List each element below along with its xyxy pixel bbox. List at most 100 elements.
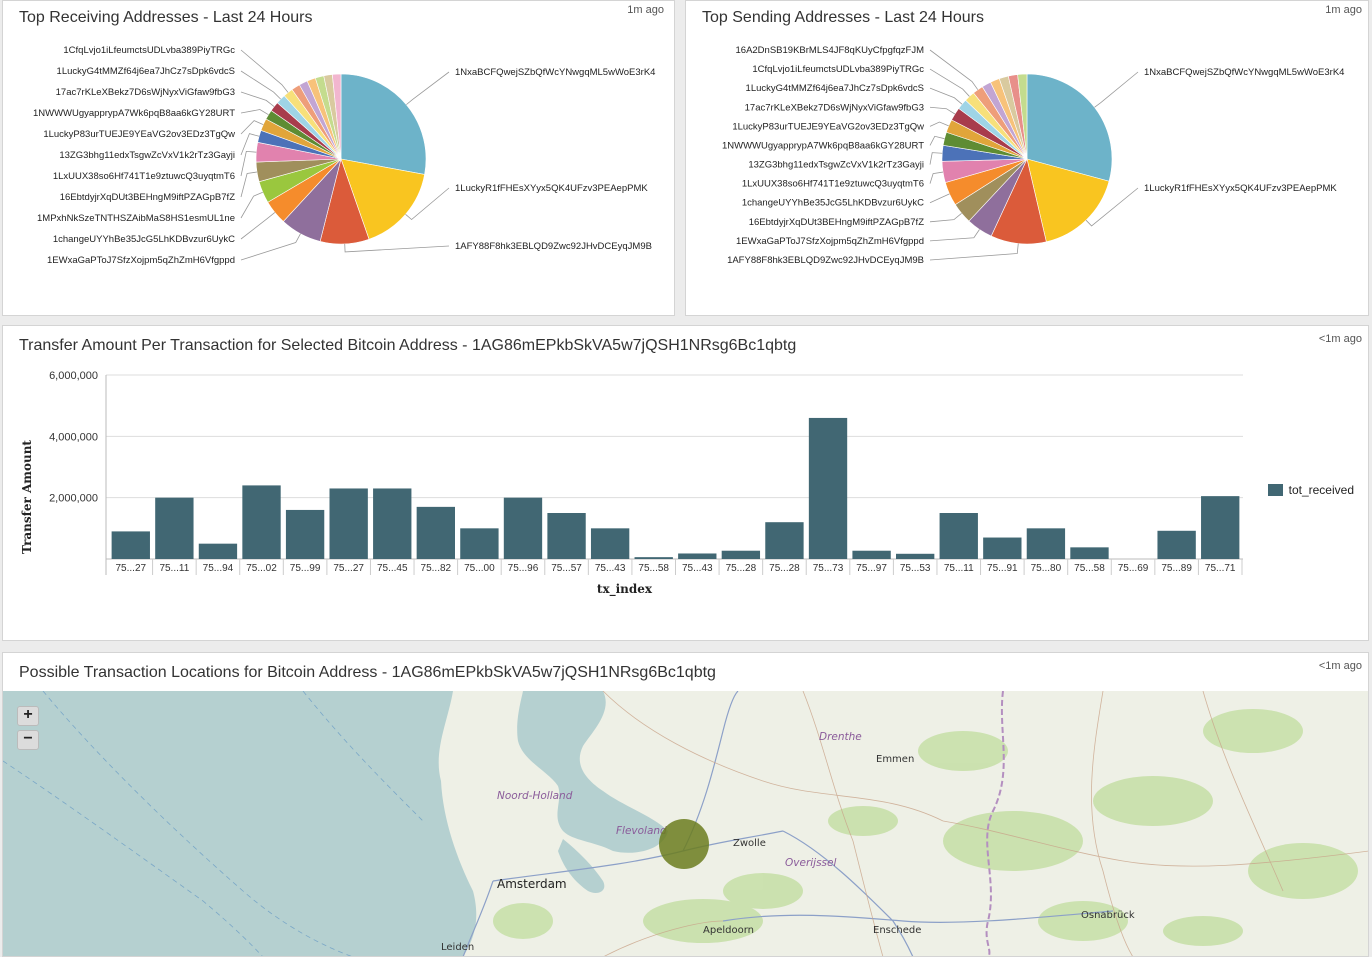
sending-leader-line bbox=[929, 229, 980, 242]
receiving-slice-label: 1AFY88F8hk3EBLQD9Zwc92JHvDCEyqJM9B bbox=[455, 241, 652, 252]
transfer-panel-title: Transfer Amount Per Transaction for Sele… bbox=[19, 337, 797, 354]
bar[interactable] bbox=[721, 550, 761, 559]
sending-slice-label: 1LxUUX38so6Hf741T1e9ztuwcQ3uyqtmT6 bbox=[742, 179, 924, 190]
sending-pie-chart[interactable]: 1NxaBCFQwejSZbQfWcYNwgqML5wWoE3rK4 1Lucky… bbox=[686, 1, 1369, 316]
sending-slice-label: 1changeUYYhBe35JcG5LhKDBvzur6UykC bbox=[742, 198, 924, 209]
bar[interactable] bbox=[503, 497, 543, 559]
sending-leader-line bbox=[929, 152, 943, 165]
bar[interactable] bbox=[285, 509, 325, 559]
y-tick-label: 2,000,000 bbox=[49, 493, 98, 505]
sending-leader-line bbox=[929, 193, 950, 204]
bar[interactable] bbox=[852, 550, 891, 559]
x-tick-label: 75...27 bbox=[333, 563, 364, 574]
sending-slice-label: 16EbtdyjrXqDUt3BEHngM9iftPZAGpB7fZ bbox=[749, 217, 924, 228]
receiving-slice-label: 1LuckyG4tMMZf64j6ea7JhCz7sDpk6vdcS bbox=[57, 66, 235, 77]
x-tick-label: 75...58 bbox=[1074, 563, 1105, 574]
sending-leader-line bbox=[929, 106, 956, 115]
bar[interactable] bbox=[1070, 547, 1109, 559]
map-label-enschede: Enschede bbox=[873, 925, 921, 936]
receiving-slice-label: 1LuckyP83urTUEJE9YEaVG2ov3EDz3TgQw bbox=[43, 129, 235, 140]
bar[interactable] bbox=[111, 531, 150, 559]
x-tick-label: 75...99 bbox=[290, 563, 321, 574]
bar[interactable] bbox=[1026, 528, 1066, 559]
map-panel-time: <1m ago bbox=[1318, 660, 1362, 672]
receiving-slice-label: 1EWxaGaPToJ7SfzXojpm5qZhZmH6Vfgppd bbox=[47, 255, 235, 266]
x-tick-label: 75...28 bbox=[726, 563, 757, 574]
map-panel-title: Possible Transaction Locations for Bitco… bbox=[19, 664, 716, 681]
sending-leader-line bbox=[929, 212, 962, 223]
receiving-panel-title: Top Receiving Addresses - Last 24 Hours bbox=[19, 9, 313, 26]
y-tick-label: 4,000,000 bbox=[49, 431, 98, 443]
bar[interactable] bbox=[373, 488, 412, 559]
map-label-osnabruck: Osnabrück bbox=[1081, 910, 1135, 921]
receiving-slice-label: 1changeUYYhBe35JcG5LhKDBvzur6UykC bbox=[53, 234, 235, 245]
receiving-slice[interactable] bbox=[331, 73, 342, 160]
receiving-slice-label: 16EbtdyjrXqDUt3BEHngM9iftPZAGpB7fZ bbox=[60, 192, 235, 203]
receiving-slice[interactable] bbox=[340, 73, 427, 175]
x-tick-label: 75...27 bbox=[115, 563, 146, 574]
bar[interactable] bbox=[590, 528, 630, 559]
sending-slice[interactable] bbox=[1017, 73, 1028, 160]
sending-slice-label: 17ac7rKLeXBekz7D6sWjNyxViGfaw9fbG3 bbox=[745, 102, 924, 113]
map-label-overijssel: Overijssel bbox=[785, 857, 836, 869]
x-tick-label: 75...28 bbox=[769, 563, 800, 574]
sending-leader-line bbox=[929, 243, 1019, 261]
bar[interactable] bbox=[242, 485, 281, 559]
sending-slice-label: 1NxaBCFQwejSZbQfWcYNwgqML5wWoE3rK4 bbox=[1144, 67, 1344, 78]
transfer-bar-chart[interactable]: 2,000,000 4,000,000 6,000,000 75...27 75...1… bbox=[3, 326, 1253, 641]
bar[interactable] bbox=[416, 506, 456, 559]
map-label-zwolle: Zwolle bbox=[733, 838, 766, 849]
receiving-leader-line bbox=[240, 233, 301, 261]
bar[interactable] bbox=[939, 513, 978, 559]
map-label-emmen: Emmen bbox=[876, 754, 914, 765]
receiving-slice-label: 1MPxhNkSzeTNTHSZAibMaS8HS1esmUL1ne bbox=[37, 213, 235, 224]
bar[interactable] bbox=[155, 497, 194, 559]
zoom-out-button[interactable]: − bbox=[17, 730, 39, 750]
bar[interactable] bbox=[329, 488, 368, 559]
bar[interactable] bbox=[765, 522, 804, 559]
receiving-leader-line bbox=[240, 120, 264, 135]
receiving-slice-label: 1NWWWUgyapprypA7Wk6pqB8aa6kGY28URT bbox=[33, 108, 235, 119]
transfer-panel-time: <1m ago bbox=[1318, 333, 1362, 345]
bar[interactable] bbox=[634, 557, 673, 559]
y-tick-label: 6,000,000 bbox=[49, 370, 98, 382]
chart-legend[interactable]: tot_received bbox=[1267, 483, 1354, 497]
sending-panel-title: Top Sending Addresses - Last 24 Hours bbox=[702, 9, 984, 26]
bar[interactable] bbox=[1157, 530, 1196, 559]
zoom-in-button[interactable]: + bbox=[17, 706, 39, 726]
bar[interactable] bbox=[1201, 496, 1240, 559]
x-tick-label: 75...43 bbox=[682, 563, 713, 574]
map-tiles: Drenthe Emmen Noord-Holland Flevoland Zw… bbox=[3, 691, 1368, 956]
transaction-map[interactable]: Drenthe Emmen Noord-Holland Flevoland Zw… bbox=[3, 691, 1368, 956]
receiving-slice-label: 1LxUUX38so6Hf741T1e9ztuwcQ3uyqtmT6 bbox=[53, 171, 235, 182]
y-axis-title: Transfer Amount bbox=[20, 440, 34, 554]
sending-slice-label: 1LuckyR1fFHEsXYyx5QK4UFzv3PEAepPMK bbox=[1144, 183, 1337, 194]
bar[interactable] bbox=[808, 417, 848, 559]
bar[interactable] bbox=[547, 513, 586, 559]
bar[interactable] bbox=[198, 543, 238, 559]
sending-leader-line bbox=[929, 87, 963, 105]
receiving-leader-line bbox=[240, 191, 263, 219]
bar[interactable] bbox=[460, 528, 499, 559]
sending-leader-line bbox=[929, 68, 970, 97]
sending-slice-label: 1EWxaGaPToJ7SfzXojpm5qZhZmH6Vfgppd bbox=[736, 236, 924, 247]
receiving-panel: Top Receiving Addresses - Last 24 Hours … bbox=[2, 0, 675, 316]
x-tick-label: 75...11 bbox=[159, 563, 189, 574]
sending-slice-label: 1CfqLvjo1iLfeumctsUDLvba389PiyTRGc bbox=[752, 64, 924, 75]
x-tick-label: 75...82 bbox=[421, 563, 452, 574]
sending-slice-label: 1NWWWUgyapprypA7Wk6pqB8aa6kGY28URT bbox=[722, 140, 924, 151]
receiving-pie-chart[interactable]: 1NxaBCFQwejSZbQfWcYNwgqML5wWoE3rK4 1Lucky… bbox=[3, 1, 675, 316]
sending-slice[interactable] bbox=[1026, 73, 1113, 182]
bar[interactable] bbox=[895, 553, 935, 559]
map-label-drenthe: Drenthe bbox=[819, 731, 862, 743]
bar[interactable] bbox=[983, 537, 1022, 559]
receiving-slice-label: 13ZG3bhg11edxTsgwZcVxV1k2rTz3Gayji bbox=[59, 150, 235, 161]
sending-leader-line bbox=[929, 171, 944, 184]
x-tick-label: 75...89 bbox=[1161, 563, 1192, 574]
bar[interactable] bbox=[678, 553, 717, 559]
x-tick-label: 75...53 bbox=[900, 563, 931, 574]
map-label-noord-holland: Noord-Holland bbox=[497, 790, 573, 802]
transaction-location-marker[interactable] bbox=[659, 819, 709, 869]
legend-swatch bbox=[1267, 484, 1283, 496]
map-label-amsterdam: Amsterdam bbox=[497, 877, 567, 891]
